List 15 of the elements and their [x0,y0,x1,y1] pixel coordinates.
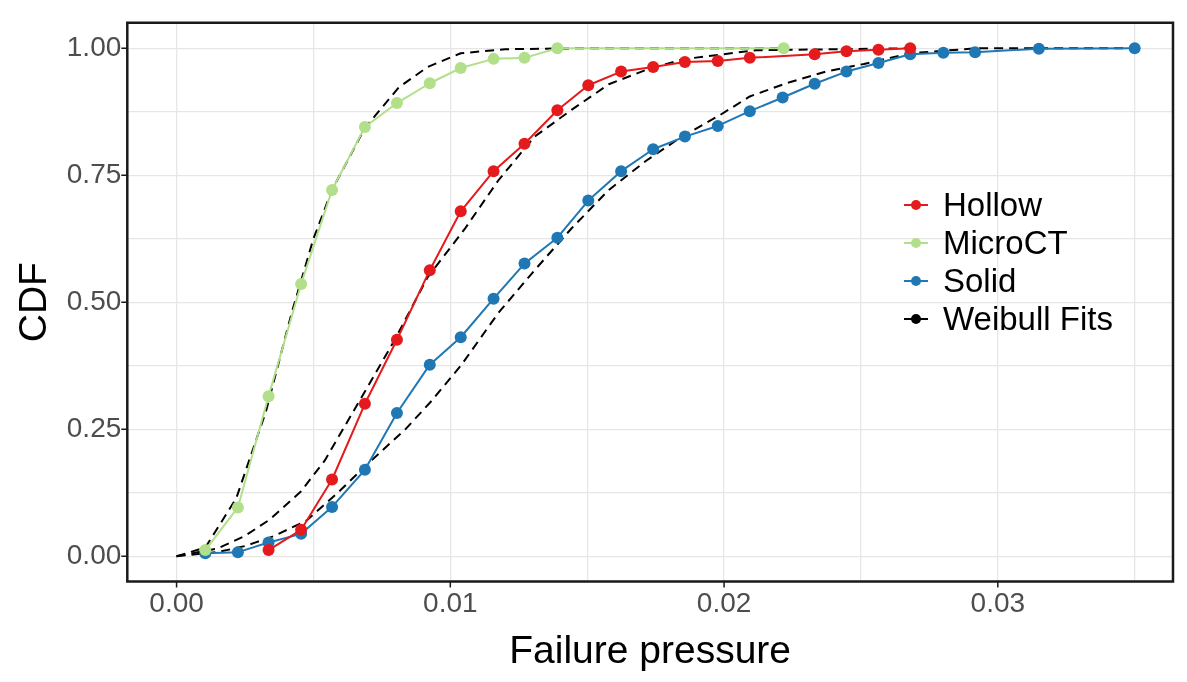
legend-label: Solid [943,262,1017,301]
x-axis-title: Failure pressure [509,628,792,672]
y-tick-label: 1.00 [66,30,122,62]
y-axis-title: CDF [11,262,55,343]
legend-label: Hollow [943,186,1043,225]
x-tick-label: 0.02 [696,587,752,619]
y-tick-label: 0.75 [66,157,122,189]
x-tick-label: 0.01 [423,587,478,619]
legend-label: MicroCT [943,224,1068,263]
y-tick-label: 0.25 [66,411,122,443]
y-tick-label: 0.50 [66,284,122,316]
legend-label: Weibull Fits [943,300,1113,339]
y-tick-label: 0.00 [66,538,122,570]
x-tick-label: 0.00 [149,587,204,619]
x-tick-label: 0.03 [970,587,1026,619]
